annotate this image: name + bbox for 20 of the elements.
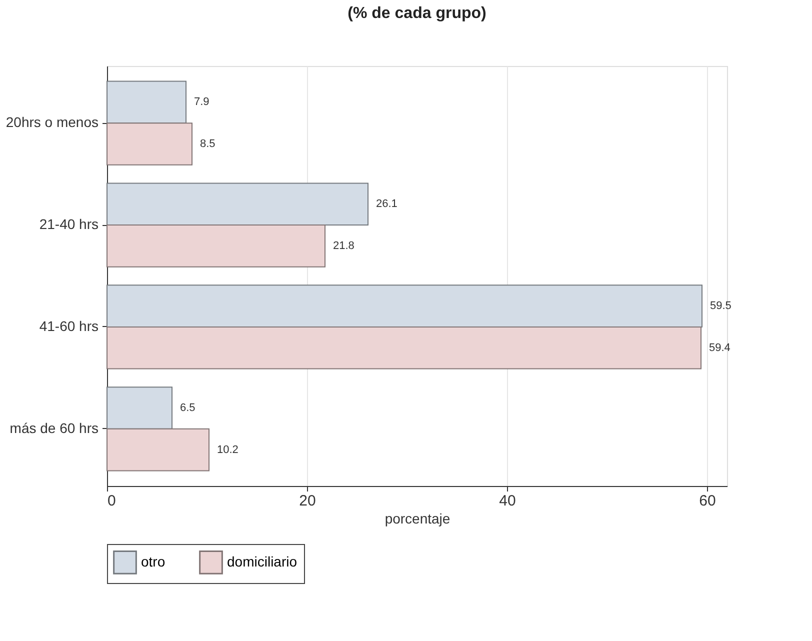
data-label: 7.9 — [194, 96, 210, 108]
x-tick-label: 60 — [699, 492, 716, 510]
data-label: 59.4 — [709, 342, 730, 354]
x-tick-label: 20 — [299, 492, 316, 510]
x-tick-label: 40 — [499, 492, 516, 510]
x-tick-label: 0 — [108, 492, 116, 510]
data-label: 6.5 — [180, 402, 196, 414]
y-tick-label: más de 60 hrs — [10, 420, 98, 436]
y-tick-label: 20hrs o menos — [6, 114, 98, 130]
data-label: 26.1 — [376, 198, 398, 210]
chart-title: (% de cada grupo) — [348, 5, 486, 22]
data-label: 10.2 — [217, 444, 238, 456]
y-tick-label: 41-60 hrs — [39, 318, 98, 334]
y-tick-label: 21-40 hrs — [39, 216, 98, 232]
data-label: 21.8 — [333, 240, 354, 252]
legend-label: otro — [141, 553, 166, 570]
x-axis-title: porcentaje — [384, 510, 450, 526]
legend-label: domiciliario — [227, 553, 298, 570]
data-label: 8.5 — [200, 138, 216, 150]
data-label: 59.5 — [710, 300, 732, 312]
